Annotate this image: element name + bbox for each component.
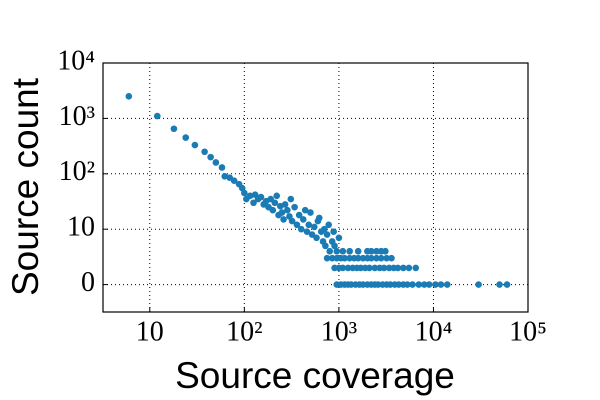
x-tick-label: 10 (136, 316, 164, 347)
point (373, 247, 380, 255)
point (323, 231, 331, 238)
point (341, 254, 348, 262)
point (281, 201, 289, 208)
point (367, 247, 375, 255)
point (354, 254, 362, 262)
point (377, 254, 385, 262)
point (221, 173, 229, 180)
point (212, 159, 220, 166)
point (246, 192, 254, 200)
point (284, 206, 291, 214)
point (288, 217, 296, 225)
point (395, 281, 403, 288)
point (323, 254, 331, 262)
y-tick-label: 10⁴ (57, 45, 95, 76)
point (218, 164, 226, 171)
point (278, 209, 286, 216)
point (366, 264, 373, 272)
point (303, 228, 311, 236)
point (330, 228, 337, 236)
point (385, 264, 393, 272)
point (301, 206, 309, 214)
point (383, 254, 390, 262)
point (320, 225, 328, 233)
point (371, 264, 379, 272)
y-tick-label: 0 (81, 267, 95, 298)
point (333, 247, 341, 255)
point (201, 148, 208, 156)
point (432, 281, 439, 288)
point (331, 242, 338, 250)
point (170, 125, 178, 133)
x-tick-label: 10³ (321, 316, 357, 347)
point (241, 189, 248, 197)
point (291, 203, 298, 211)
point (305, 221, 313, 229)
point (394, 264, 402, 272)
point (380, 264, 388, 272)
point (315, 214, 323, 222)
point (344, 264, 352, 272)
point (382, 247, 389, 255)
plot-frame (102, 62, 529, 313)
point (496, 281, 503, 288)
point (339, 264, 347, 272)
point (299, 216, 307, 223)
point (409, 281, 416, 288)
y-tick-label: 10³ (59, 101, 95, 132)
y-tick-label: 10 (67, 212, 95, 243)
point (293, 221, 301, 229)
point (191, 141, 199, 149)
point (475, 281, 482, 288)
x-axis-label: Source coverage (175, 355, 455, 396)
point (400, 264, 407, 272)
point (287, 195, 295, 203)
point (405, 264, 413, 272)
point (437, 281, 445, 288)
point (295, 211, 303, 219)
point (273, 192, 281, 200)
point (443, 281, 451, 288)
point (322, 242, 329, 250)
x-tick-label: 10⁴ (415, 316, 453, 347)
point (182, 134, 190, 141)
point (307, 209, 314, 216)
point (412, 264, 420, 272)
point (425, 281, 433, 288)
point (313, 234, 320, 242)
point (420, 281, 428, 288)
x-tick-label: 10⁵ (509, 316, 547, 347)
point (271, 199, 279, 207)
point (388, 254, 395, 262)
point (367, 254, 375, 262)
point (230, 177, 238, 185)
point (415, 281, 423, 288)
point (207, 153, 214, 161)
point (269, 206, 277, 214)
point (297, 225, 305, 233)
point (257, 193, 265, 201)
point (404, 281, 411, 288)
point (328, 254, 336, 262)
point (335, 234, 343, 242)
point (503, 281, 511, 288)
point (354, 247, 362, 255)
point (326, 247, 334, 255)
x-tick-label: 10² (226, 316, 262, 347)
y-tick-label: 10² (59, 156, 95, 187)
point (250, 199, 257, 207)
point (346, 247, 353, 255)
point (125, 93, 133, 100)
point (339, 247, 347, 255)
point (357, 264, 364, 272)
point (153, 112, 161, 120)
point (325, 221, 332, 229)
point (311, 223, 318, 231)
point (373, 254, 380, 262)
point (280, 216, 287, 223)
y-axis-label: Source count (5, 77, 46, 296)
